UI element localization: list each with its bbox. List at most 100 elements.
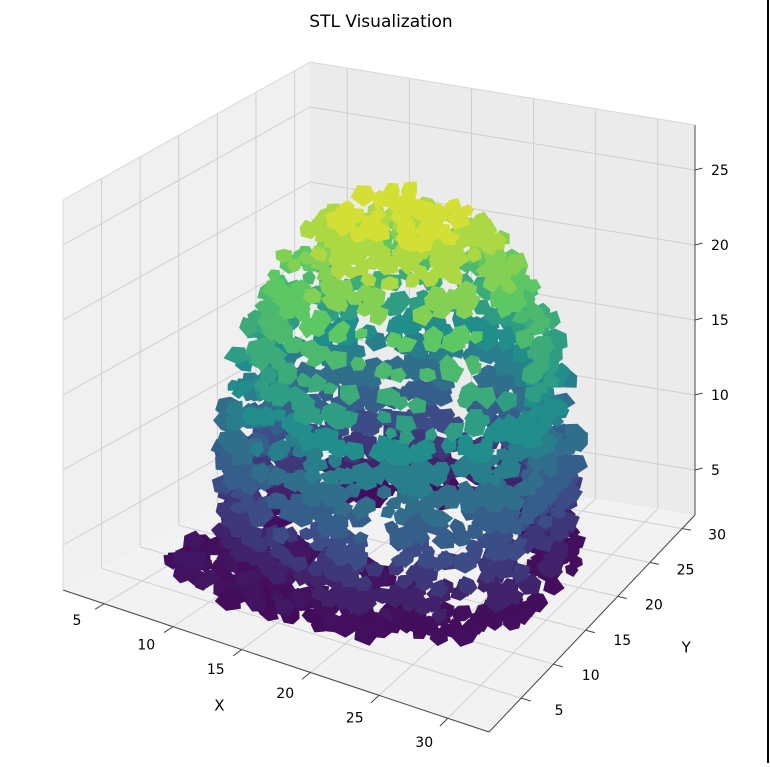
mesh-face: [500, 277, 517, 295]
mesh-face: [343, 441, 365, 461]
mesh-face: [399, 431, 416, 444]
mesh-face: [429, 627, 448, 647]
pane-edge: [309, 61, 696, 126]
x-tick-mark: [301, 672, 311, 680]
mesh-face: [422, 335, 442, 353]
mesh-face: [343, 266, 359, 279]
mesh-face: [483, 544, 509, 562]
mesh-face: [550, 506, 566, 519]
mesh-face: [256, 405, 279, 426]
mesh-face: [479, 235, 499, 256]
mesh-face: [431, 301, 451, 320]
x-axis-label: X: [214, 696, 224, 714]
mesh-face: [350, 185, 377, 207]
z-tick-mark: [694, 392, 703, 396]
mesh-face: [271, 393, 291, 407]
mesh-face: [482, 516, 498, 535]
mesh-face: [321, 589, 339, 608]
mesh-face: [240, 476, 260, 496]
x-tick-label: 25: [346, 711, 364, 727]
mesh-face: [224, 412, 248, 432]
mesh-face: [339, 384, 361, 406]
x-tick-label: 30: [415, 735, 433, 751]
mesh-face: [430, 557, 446, 573]
z-tick-label: 15: [711, 313, 729, 329]
mesh-face: [450, 529, 473, 547]
mesh-face: [328, 325, 348, 344]
mesh-face: [274, 597, 296, 617]
mesh-face: [526, 322, 546, 336]
y-tick-label: 10: [582, 668, 600, 684]
mesh-face: [335, 297, 349, 313]
mesh-face: [492, 560, 514, 580]
grid-z-left: [62, 106, 311, 246]
y-tick-mark: [521, 697, 531, 702]
mesh-face: [394, 574, 413, 590]
mesh-face: [456, 394, 473, 410]
x-tick-label: 5: [72, 613, 81, 629]
mesh-face: [419, 367, 437, 383]
mesh-face: [360, 273, 377, 287]
mesh-face: [249, 442, 264, 458]
mesh-face: [438, 230, 460, 246]
z-tick-label: 10: [711, 388, 729, 404]
mesh-face: [390, 367, 407, 384]
mesh-face: [542, 374, 560, 388]
mesh-face: [328, 416, 346, 430]
mesh-face: [407, 478, 435, 499]
mesh-face: [511, 562, 531, 584]
mesh-face: [524, 279, 542, 294]
mesh-face: [451, 623, 480, 647]
mesh-face: [354, 619, 380, 646]
mesh-face: [195, 576, 210, 591]
mesh-face: [320, 382, 339, 395]
mesh-face: [241, 406, 264, 426]
mesh-face: [443, 422, 465, 443]
mesh-face: [349, 226, 367, 243]
mesh-face: [447, 207, 470, 231]
mesh-face: [294, 306, 311, 322]
x-tick-label: 20: [276, 686, 294, 702]
mesh-face: [476, 386, 497, 410]
grid-y-floor: [101, 567, 522, 699]
mesh-face: [375, 255, 399, 276]
mesh-face: [412, 623, 429, 640]
mesh-face: [452, 552, 477, 574]
mesh-face: [502, 427, 526, 445]
mesh-face: [380, 503, 396, 519]
mesh-face: [272, 526, 290, 545]
mesh-face: [376, 484, 392, 500]
mesh-face: [244, 592, 267, 612]
mesh-face: [457, 575, 478, 595]
mesh-face: [484, 589, 511, 614]
mesh-face: [495, 391, 518, 413]
mesh-face: [497, 336, 513, 352]
mesh-face: [425, 426, 438, 442]
y-tick-mark: [585, 629, 595, 634]
mesh-face: [412, 304, 434, 327]
mesh-face: [543, 409, 560, 420]
mesh-face: [521, 362, 546, 385]
mesh-face: [308, 540, 328, 552]
mesh-face: [324, 350, 347, 371]
mesh-face: [354, 328, 368, 340]
grid-x-floor: [447, 508, 659, 719]
mesh-face: [307, 373, 328, 393]
mesh-face: [275, 248, 293, 264]
pane-edge: [62, 61, 311, 201]
grid-z-back: [309, 181, 696, 246]
mesh-face: [502, 611, 522, 631]
x-axis-line: [62, 589, 490, 733]
mesh-face: [299, 527, 315, 541]
mesh-face: [371, 190, 392, 209]
mesh-face: [289, 502, 315, 528]
mesh-face: [385, 427, 398, 440]
mesh-face: [248, 511, 271, 528]
mesh-face: [380, 276, 399, 291]
mesh-face: [421, 271, 439, 288]
mesh-face: [347, 592, 372, 616]
mesh-face: [250, 348, 273, 372]
mesh-face: [442, 266, 463, 286]
mesh-face: [239, 316, 259, 337]
